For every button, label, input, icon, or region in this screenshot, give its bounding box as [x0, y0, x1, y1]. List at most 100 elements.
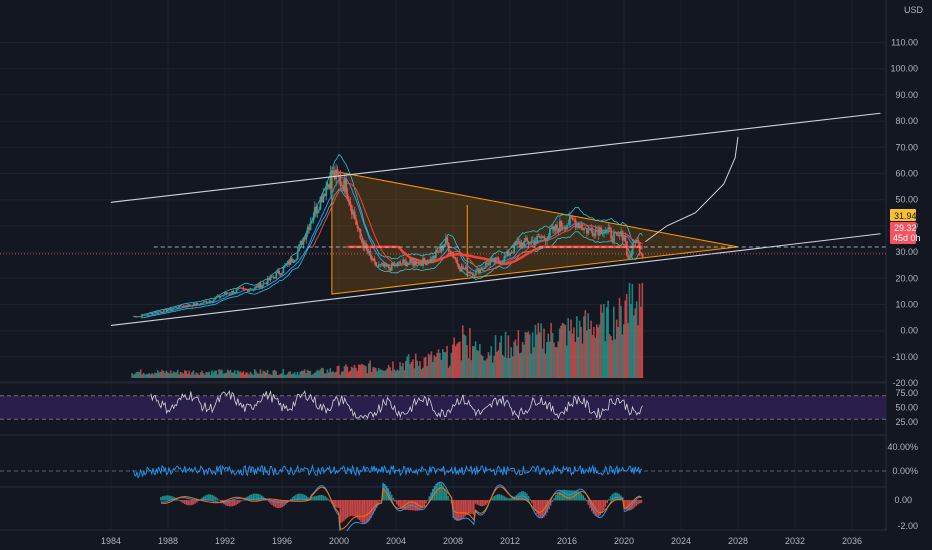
candle-body: [410, 258, 413, 262]
volume-bar: [595, 324, 598, 378]
volume-bar: [628, 282, 631, 378]
candle-body: [419, 262, 422, 264]
volume-bar: [376, 371, 379, 378]
volume-bar: [208, 371, 210, 378]
macd-histogram-bar: [178, 500, 181, 501]
candle-body: [167, 309, 169, 311]
macd-histogram-bar: [254, 493, 256, 501]
volume-bar: [523, 344, 525, 378]
macd-histogram-bar: [267, 500, 270, 502]
candle-body: [239, 287, 242, 289]
candle-body: [360, 238, 363, 243]
candle-body: [510, 252, 513, 254]
candle-body: [293, 260, 296, 262]
volume-bar: [259, 369, 262, 378]
candle-body: [454, 258, 457, 260]
candle-body: [435, 250, 437, 259]
candle-body: [329, 171, 332, 189]
candle-body: [416, 265, 419, 266]
volume-bar: [308, 371, 310, 378]
macd-histogram-bar: [529, 499, 532, 501]
macd-histogram-bar: [589, 500, 591, 509]
volume-bar: [556, 347, 558, 378]
volume-bar: [459, 341, 461, 378]
candle-body: [472, 272, 474, 276]
macd-histogram-bar: [469, 500, 472, 514]
macd-histogram-bar: [505, 497, 508, 501]
macd-histogram-bar: [498, 494, 501, 501]
price-tags: USD 31.94 29.32 45d 0h: [890, 5, 924, 244]
volume-bar: [365, 366, 367, 378]
signal-line: [160, 486, 642, 530]
candle-body: [302, 237, 305, 245]
candle-body: [197, 303, 199, 305]
candle-body: [561, 227, 564, 229]
volume-bar: [323, 373, 326, 378]
candle-body: [413, 261, 416, 266]
macd-histogram-bar: [349, 500, 352, 516]
candle-body: [219, 296, 222, 298]
time-axis[interactable]: 1984 1988 1992 1996 2000 2004 2008 2012 2016 2020…: [0, 531, 932, 550]
macd-histogram-bar: [541, 500, 544, 519]
volume-bar: [369, 360, 371, 378]
volume-bar: [403, 370, 406, 378]
volume-bar: [397, 370, 400, 378]
candle-body: [363, 242, 366, 249]
volume-bar: [634, 308, 636, 378]
time-tick-label: 2000: [329, 536, 349, 546]
macd-histogram-bar: [329, 500, 331, 502]
candle-body: [256, 285, 259, 288]
candle-body: [209, 301, 212, 303]
candle-body: [355, 218, 357, 225]
price-tick-label: 110.00: [891, 38, 918, 48]
volume-bar: [581, 343, 584, 378]
volume-bar: [243, 374, 246, 378]
candle-body: [623, 235, 625, 241]
candle-body: [222, 294, 225, 296]
macd-histogram-bar: [271, 500, 273, 506]
volume-bar: [444, 352, 447, 378]
candle-body: [520, 242, 523, 247]
volume-bar: [221, 369, 223, 378]
macd-tick-label: -2.00: [897, 521, 918, 531]
volume-bar: [288, 371, 290, 378]
macd-histogram-bar: [276, 500, 278, 508]
candle-body: [570, 216, 573, 218]
volume-bar: [607, 300, 609, 378]
macd-histogram-bar: [481, 500, 484, 507]
macd-histogram-bar: [190, 500, 193, 506]
volume-bar: [483, 360, 485, 378]
candle-body: [348, 199, 350, 203]
volume-bar: [206, 372, 209, 378]
volume-bar: [470, 360, 473, 378]
candle-body: [641, 253, 644, 258]
macd-histogram-bar: [168, 495, 171, 501]
macd-histogram-bar: [466, 500, 468, 516]
macd-histogram-bar: [493, 496, 496, 501]
candle-body: [574, 220, 577, 228]
candle-body: [164, 309, 167, 310]
volume-bar: [611, 340, 614, 378]
candle-body: [322, 193, 325, 203]
candle-body: [278, 270, 281, 275]
volume-bar: [289, 371, 292, 378]
macd-histogram-bar: [325, 497, 328, 501]
macd-histogram-bar: [532, 500, 535, 508]
candle-body: [152, 312, 155, 314]
candle-body: [161, 311, 164, 313]
candle-body: [271, 276, 273, 278]
volume-bar: [273, 369, 276, 378]
macd-histogram-bar: [447, 495, 449, 501]
macd-histogram-bar: [623, 500, 626, 509]
volume-bar: [181, 372, 183, 378]
volume-bar: [456, 343, 458, 378]
macd-histogram-bar: [269, 500, 272, 504]
macd-histogram-bar: [443, 488, 446, 501]
candle-body: [380, 263, 383, 265]
price-axis[interactable]: 110.00 100.00 90.00 80.00 70.00 60.00 50.00 40.…: [887, 0, 932, 550]
volume-bar: [503, 356, 505, 378]
volume-bar: [577, 336, 579, 378]
candle-body: [578, 225, 581, 229]
macd-histogram-bar: [488, 500, 490, 502]
